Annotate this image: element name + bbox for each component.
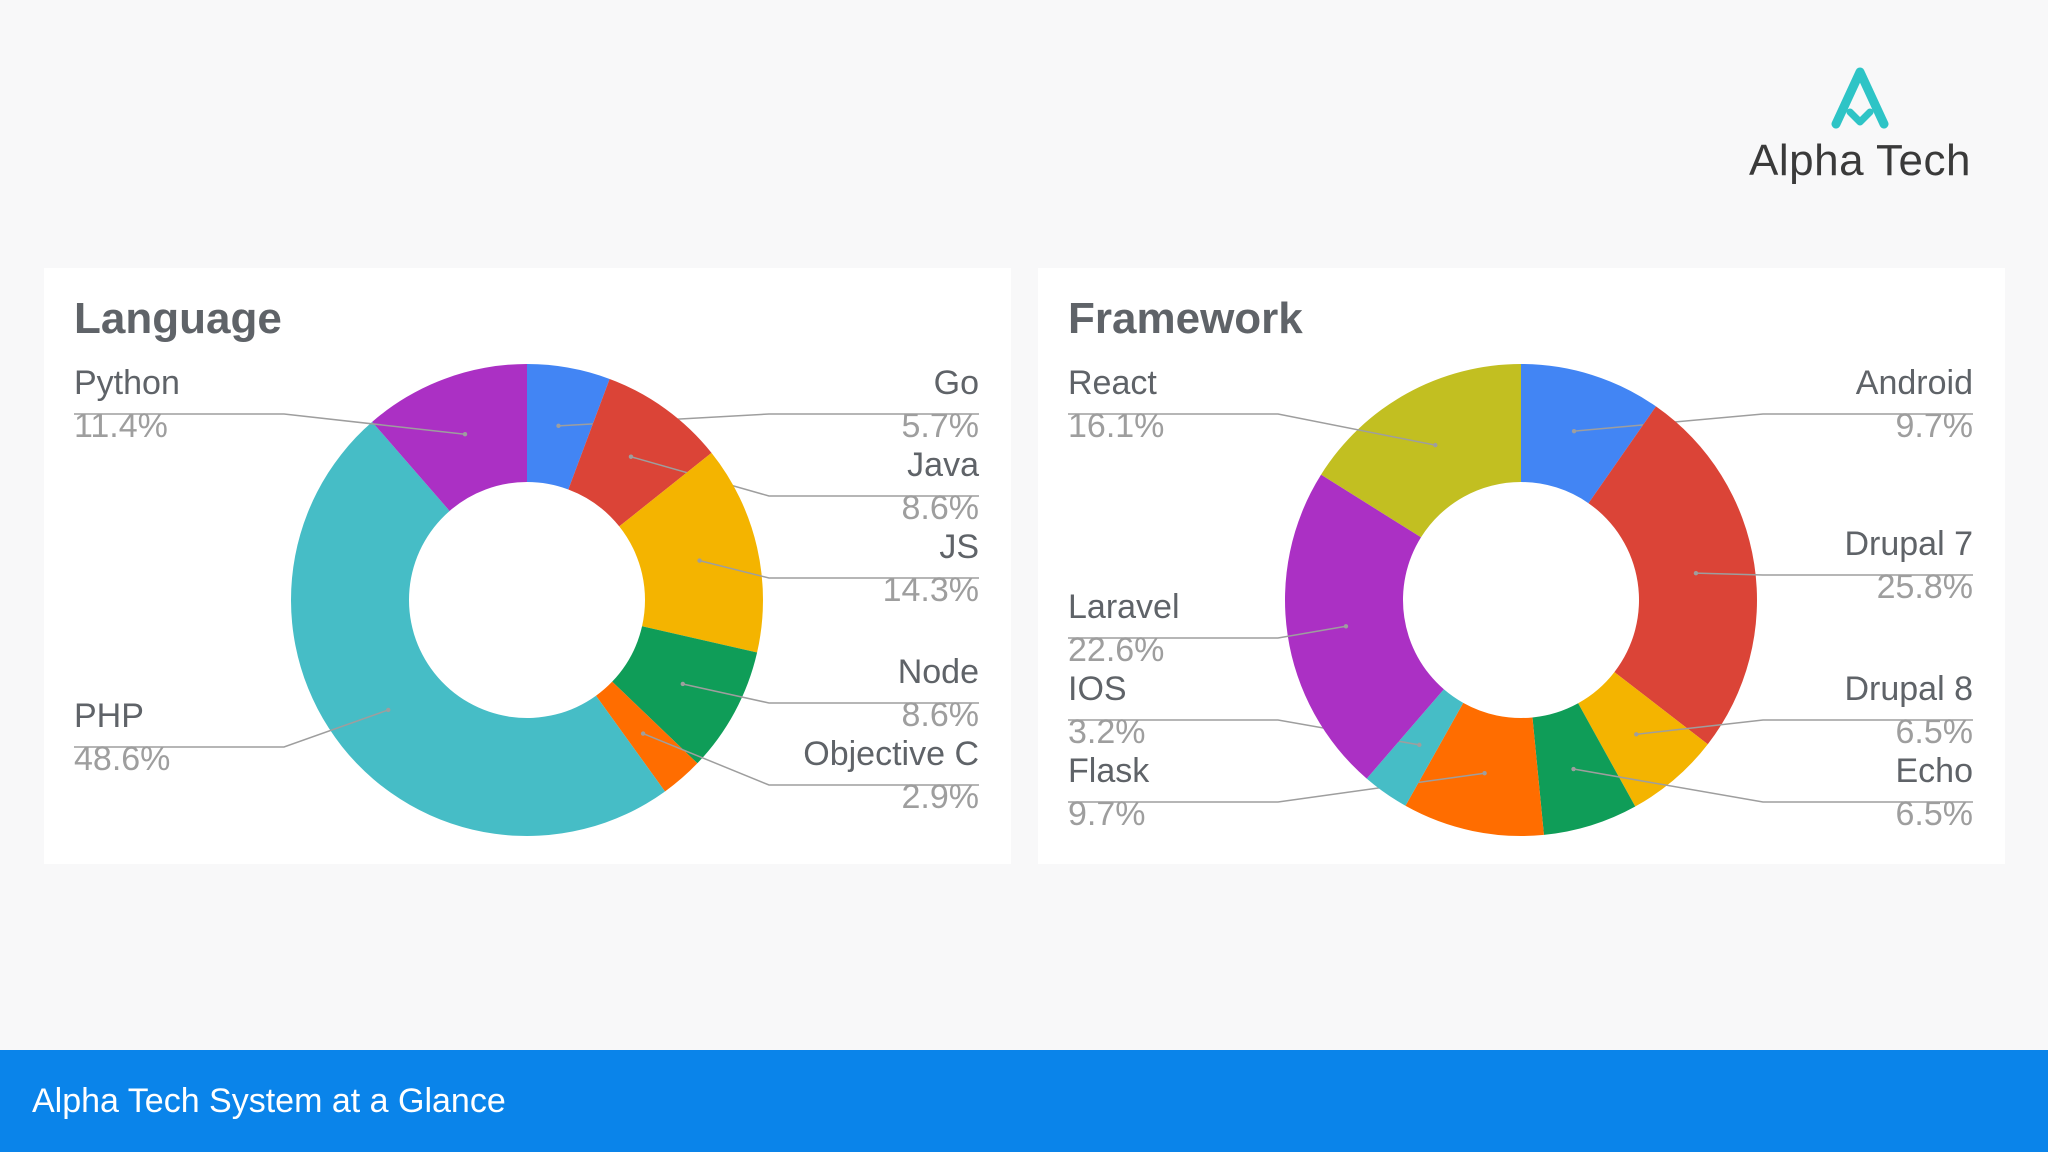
value-label-react: 16.1% [1068, 407, 1164, 445]
value-label-flask: 9.7% [1068, 795, 1146, 833]
label-flask: Flask [1068, 752, 1150, 790]
framework-chart-title: Framework [1068, 294, 1303, 343]
leader-dot-react [1433, 442, 1438, 448]
value-label-js: 14.3% [883, 571, 979, 609]
value-label-ios: 3.2% [1068, 713, 1146, 751]
label-php: PHP [74, 697, 144, 735]
leader-line-js [699, 559, 979, 579]
leader-dot-js [697, 558, 702, 563]
logo-mark-icon [1831, 67, 1889, 129]
leader-line-php [74, 709, 389, 748]
leader-line-drupal-8 [1636, 719, 1973, 736]
slice-objective-c [595, 681, 698, 792]
value-label-echo: 6.5% [1896, 795, 1974, 833]
slice-drupal-8 [1578, 672, 1708, 807]
framework-chart-card: Framework Android 9.7% Drupal 7 25.8% Drupal… [1038, 268, 2005, 864]
leader-line-laravel [1068, 625, 1347, 639]
leader-line-drupal-7 [1695, 572, 1973, 576]
slice-flask [1405, 702, 1544, 836]
value-label-java: 8.6% [902, 489, 980, 527]
slice-go [527, 364, 610, 490]
leader-line-objective-c [642, 732, 979, 786]
footer-title: Alpha Tech System at a Glance [32, 1082, 506, 1120]
slice-laravel [1285, 474, 1444, 779]
leader-line-node [682, 683, 979, 704]
label-python: Python [74, 364, 180, 402]
leader-dot-drupal-8 [1634, 732, 1639, 737]
value-label-php: 48.6% [74, 740, 170, 778]
leader-line-java [630, 456, 979, 497]
label-react: React [1068, 364, 1157, 402]
slice-drupal-7 [1588, 406, 1757, 745]
leader-dot-node [680, 681, 686, 687]
label-go: Go [934, 364, 979, 402]
logo-text: Alpha Tech [1749, 136, 1971, 185]
label-java: Java [907, 446, 979, 484]
leader-dot-objective-c [640, 731, 646, 736]
leader-dot-php [386, 707, 391, 713]
leader-dot-laravel [1343, 624, 1349, 629]
value-label-node: 8.6% [902, 696, 980, 734]
value-label-drupal-7: 25.8% [1877, 568, 1973, 606]
leader-dot-python [462, 432, 468, 437]
value-label-go: 5.7% [902, 407, 980, 445]
leader-line-android [1573, 413, 1973, 432]
leader-dot-go [556, 423, 561, 429]
label-echo: Echo [1896, 752, 1974, 790]
value-label-drupal-8: 6.5% [1896, 713, 1974, 751]
leader-line-echo [1573, 768, 1973, 803]
language-chart-title: Language [74, 294, 282, 343]
leader-line-react [1068, 413, 1436, 446]
logo: Alpha Tech [1740, 66, 1980, 196]
slice-node [612, 626, 758, 764]
slice-java [568, 378, 712, 527]
leader-line-python [74, 413, 466, 435]
label-ios: IOS [1068, 670, 1127, 708]
language-chart-card: Language Go 5.7% Java 8.6% JS 14.3% Node 8.6% Ob… [44, 268, 1011, 864]
slice-python [372, 364, 527, 511]
leader-dot-echo [1571, 766, 1576, 772]
slice-php [290, 421, 665, 837]
label-objective-c: Objective C [803, 735, 979, 773]
label-drupal-7: Drupal 7 [1844, 525, 1973, 563]
label-node: Node [898, 653, 979, 691]
value-label-android: 9.7% [1896, 407, 1974, 445]
leader-dot-android [1571, 428, 1577, 434]
leader-dot-ios [1417, 742, 1422, 748]
slice-ios [1366, 689, 1464, 806]
value-label-laravel: 22.6% [1068, 631, 1164, 669]
footer-bar: Alpha Tech System at a Glance [0, 1050, 2048, 1152]
label-js: JS [939, 528, 979, 566]
value-label-objective-c: 2.9% [902, 778, 980, 816]
slice-android [1521, 364, 1656, 504]
leader-dot-flask [1482, 771, 1487, 776]
slice-echo [1532, 703, 1636, 835]
slice-react [1321, 364, 1521, 538]
label-drupal-8: Drupal 8 [1844, 670, 1973, 708]
value-label-python: 11.4% [74, 407, 168, 445]
label-laravel: Laravel [1068, 588, 1180, 626]
leader-dot-drupal-7 [1693, 570, 1699, 576]
slice-js [619, 452, 764, 653]
label-android: Android [1856, 364, 1973, 402]
leader-dot-java [628, 454, 634, 459]
